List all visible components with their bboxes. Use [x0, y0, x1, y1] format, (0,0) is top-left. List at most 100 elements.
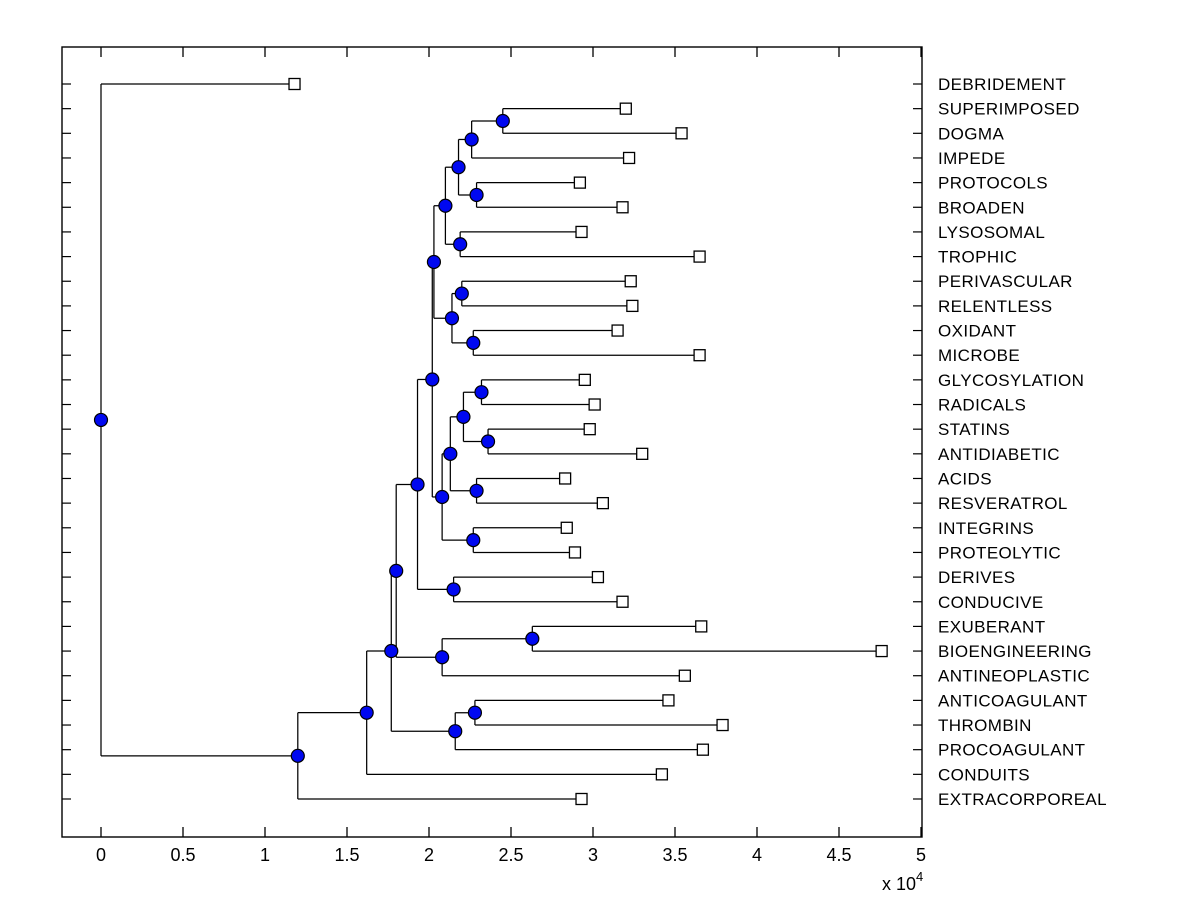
node-marker [525, 631, 540, 646]
leaf-label: INTEGRINS [938, 519, 1034, 538]
leaf-label: CONDUCIVE [938, 593, 1044, 612]
node-marker [466, 533, 481, 548]
x-tick-label: 2 [424, 845, 434, 865]
leaf-marker [591, 570, 605, 584]
leaf-marker [558, 472, 572, 485]
node-marker [435, 650, 450, 665]
leaf-label: ANTICOAGULANT [938, 691, 1088, 710]
leaf-marker [624, 275, 637, 288]
node-marker [464, 132, 479, 147]
leaf-marker [575, 792, 588, 806]
node-marker [466, 335, 481, 350]
leaf-label: BROADEN [938, 198, 1025, 217]
leaf-marker [575, 225, 588, 239]
node-marker [426, 254, 442, 270]
leaf-label: THROMBIN [938, 716, 1032, 735]
leaf-label: IMPEDE [938, 149, 1006, 168]
leaf-marker [616, 201, 629, 214]
leaf-label: EXUBERANT [938, 617, 1046, 636]
node-marker [359, 705, 374, 720]
leaf-label: RELENTLESS [938, 297, 1053, 316]
node-marker [425, 372, 440, 387]
node-marker [446, 582, 461, 597]
leaf-marker [716, 718, 729, 732]
x-tick-label: 4 [752, 845, 762, 865]
node-marker [410, 477, 425, 492]
x-tick-label: 3 [588, 845, 598, 865]
node-marker [453, 237, 468, 252]
leaf-label: MICROBE [938, 346, 1020, 365]
leaf-marker [588, 398, 601, 411]
leaf-marker [288, 77, 301, 91]
leaf-marker [583, 423, 596, 436]
node-marker [290, 748, 305, 763]
axes-box [61, 46, 923, 838]
leaf-label: DOGMA [938, 124, 1004, 143]
leaf-marker [678, 669, 691, 682]
node-marker [93, 412, 109, 428]
x-tick-label: 0 [96, 845, 106, 865]
leaf-label: LYSOSOMAL [938, 223, 1045, 242]
leaf-label: STATINS [938, 420, 1010, 439]
leaf-marker [611, 324, 624, 337]
leaf-label: ACIDS [938, 469, 992, 488]
leaf-label: RESVERATROL [938, 494, 1068, 513]
leaf-label: PROTOCOLS [938, 174, 1048, 193]
leaf-marker [696, 743, 710, 756]
node-marker [443, 446, 458, 461]
leaf-marker [560, 521, 573, 534]
leaf-marker [875, 644, 888, 658]
x-tick-label: 2.5 [498, 845, 523, 865]
leaf-marker [622, 151, 636, 165]
leaf-label: TROPHIC [938, 248, 1017, 267]
node-marker [469, 483, 484, 498]
leaf-marker [619, 102, 632, 115]
leaf-label: PERIVASCULAR [938, 272, 1073, 291]
node-marker [474, 385, 489, 400]
node-marker [495, 113, 510, 129]
leaf-label: DEBRIDEMENT [938, 75, 1066, 94]
node-marker [480, 434, 496, 449]
leaf-label: DERIVES [938, 568, 1015, 587]
leaf-label: ANTINEOPLASTIC [938, 667, 1090, 686]
x-tick-label: 4.5 [826, 845, 851, 865]
node-marker [444, 311, 460, 326]
node-marker [389, 563, 404, 578]
leaf-marker [655, 768, 669, 781]
node-marker [384, 643, 399, 659]
node-marker [435, 489, 450, 505]
leaf-label: PROCOAGULANT [938, 741, 1085, 760]
leaf-label: BIOENGINEERING [938, 642, 1092, 661]
node-marker [469, 187, 484, 203]
leaf-marker [596, 496, 609, 510]
x-tick-label: 0.5 [170, 845, 195, 865]
leaf-marker [573, 176, 587, 189]
leaf-marker [695, 620, 708, 633]
x-tick-label: 5 [916, 845, 926, 865]
x-tick-label: 1 [260, 845, 270, 865]
leaf-marker [578, 373, 591, 387]
leaf-label: RADICALS [938, 396, 1026, 415]
leaf-marker [662, 694, 675, 707]
node-marker [454, 286, 469, 301]
node-marker [438, 198, 453, 213]
node-marker [456, 409, 471, 424]
leaf-marker [616, 595, 629, 608]
leaf-label: ANTIDIABETIC [938, 445, 1060, 464]
leaf-marker [693, 250, 706, 263]
leaf-marker [626, 299, 639, 313]
leaf-marker [693, 349, 706, 362]
node-marker [467, 705, 483, 720]
leaf-marker [675, 127, 688, 140]
node-marker [451, 160, 466, 175]
x-tick-label: 3.5 [662, 845, 687, 865]
leaf-marker [636, 447, 649, 460]
leaf-label: OXIDANT [938, 322, 1016, 341]
leaf-label: PROTEOLYTIC [938, 543, 1061, 562]
x-tick-label: 1.5 [334, 845, 359, 865]
leaf-marker [568, 546, 582, 559]
leaf-label: CONDUITS [938, 765, 1030, 784]
leaf-label: SUPERIMPOSED [938, 100, 1080, 119]
